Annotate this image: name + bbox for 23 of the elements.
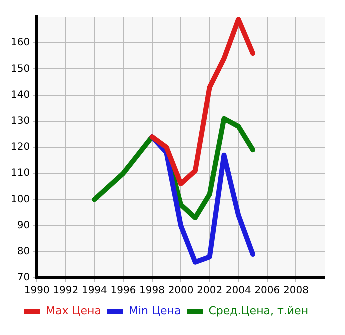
y-tick-label: 110 [10, 168, 30, 180]
y-tick-label: 90 [17, 220, 30, 232]
y-tick-label: 80 [17, 246, 30, 258]
legend-label: Max Цена [46, 304, 102, 318]
x-tick-label: 2006 [254, 286, 280, 297]
x-tick-label: 1994 [82, 286, 108, 297]
y-tick-label: 150 [10, 64, 30, 75]
x-tick-label: 2000 [168, 286, 194, 297]
legend-label: Min Цена [128, 304, 182, 318]
y-tick-label: 160 [10, 38, 30, 49]
y-tick-label: 140 [10, 90, 30, 101]
x-tick-label: 1990 [24, 286, 50, 297]
y-tick-label: 70 [17, 272, 30, 284]
x-tick-label: 2002 [197, 286, 223, 297]
x-tick-label: 1996 [110, 286, 136, 297]
x-tick-label: 2008 [283, 286, 309, 297]
y-tick-label: 130 [10, 116, 30, 127]
y-tick-label: 120 [10, 142, 30, 154]
y-tick-label: 100 [10, 194, 30, 206]
x-tick-label: 1992 [53, 286, 79, 297]
legend-label: Сред.Цена, т.йен [208, 304, 309, 318]
x-tick-label: 1998 [140, 286, 165, 297]
x-tick-label: 2004 [226, 286, 252, 297]
